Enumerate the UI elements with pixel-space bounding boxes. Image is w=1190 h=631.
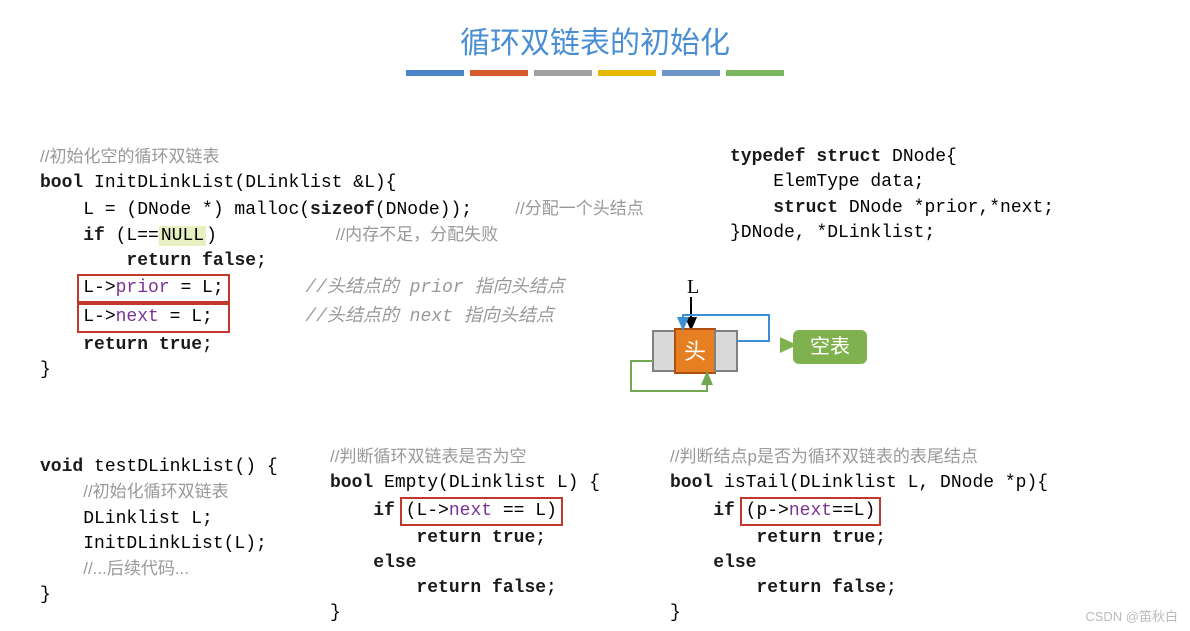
istail-l6: } — [670, 603, 681, 623]
init-l2c: (DNode)); — [375, 200, 515, 220]
istail-kw-else: else — [713, 553, 756, 573]
test-l4: InitDLinkList(L); — [40, 534, 267, 554]
empty-kw-rf: return false — [416, 578, 546, 598]
td-l3c: DNode *prior,*next; — [838, 198, 1054, 218]
test-kw-void: void — [40, 457, 83, 477]
bar-3 — [598, 70, 656, 76]
istail-kw-if: if — [713, 501, 735, 521]
td-l1b: DNode{ — [881, 147, 957, 167]
bar-5 — [726, 70, 784, 76]
test-l1b: testDLinkList() { — [83, 457, 277, 477]
test-l5cm: //...后续代码... — [83, 559, 189, 578]
empty-c0: //判断循环双链表是否为空 — [330, 447, 526, 466]
empty-l6: } — [330, 603, 341, 623]
empty-l3b: ; — [535, 528, 546, 548]
diagram-next-box — [715, 331, 737, 371]
diagram: L 头 空表 — [625, 275, 885, 405]
istail-redbox: (p->next==L) — [740, 497, 882, 526]
istail-kw-bool: bool — [670, 473, 713, 493]
istail-c0: //判断结点p是否为循环双链表的表尾结点 — [670, 447, 978, 466]
td-l3a — [730, 198, 773, 218]
init-l2a: L = (DNode *) malloc( — [40, 200, 310, 220]
istail-l1b: isTail(DLinklist L, DNode *p){ — [713, 473, 1048, 493]
init-redbox-prior: L->prior = L; — [77, 274, 229, 303]
code-typedef: typedef struct DNode{ ElemType data; str… — [730, 120, 1054, 246]
empty-kw-bool: bool — [330, 473, 373, 493]
init-l7a — [40, 335, 83, 355]
init-l1b: InitDLinkList(DLinklist &L){ — [83, 173, 396, 193]
callout-label: 空表 — [810, 335, 850, 358]
init-l4c: ; — [256, 251, 267, 271]
test-l2cm: //初始化循环双链表 — [83, 482, 228, 501]
title-underline-bars — [0, 70, 1190, 76]
bar-4 — [662, 70, 720, 76]
empty-kw-rt: return true — [416, 528, 535, 548]
bar-0 — [406, 70, 464, 76]
init-kw-bool: bool — [40, 173, 83, 193]
init-l5cm: //头结点的 prior 指向头结点 — [305, 278, 564, 298]
istail-kw-rf: return false — [756, 578, 886, 598]
init-kw-return-false: return false — [126, 251, 256, 271]
init-prop-prior: prior — [116, 278, 170, 298]
bar-2 — [534, 70, 592, 76]
page-title: 循环双链表的初始化 — [0, 0, 1190, 62]
td-kw-typedef: typedef struct — [730, 147, 881, 167]
init-l6cm: //头结点的 next 指向头结点 — [305, 307, 553, 327]
code-istail: //判断结点p是否为循环双链表的表尾结点 bool isTail(DLinkli… — [670, 420, 1048, 627]
init-l3cm: //内存不足，分配失败 — [336, 225, 498, 244]
bar-1 — [470, 70, 528, 76]
code-init: //初始化空的循环双链表 bool InitDLinkList(DLinklis… — [40, 120, 644, 383]
init-l8: } — [40, 360, 51, 380]
init-l3e: ) — [206, 226, 336, 246]
empty-l1b: Empty(DLinklist L) { — [373, 473, 600, 493]
watermark: CSDN @笛秋白 — [1085, 606, 1178, 625]
test-l6: } — [40, 585, 51, 605]
init-redbox-next: L->next = L; — [77, 303, 229, 332]
init-l2cm: //分配一个头结点 — [515, 199, 643, 218]
code-empty: //判断循环双链表是否为空 bool Empty(DLinklist L) { … — [330, 420, 600, 627]
empty-prop-next: next — [449, 501, 492, 521]
init-prop-next: next — [116, 307, 159, 327]
test-l3: DLinklist L; — [40, 509, 213, 529]
diagram-L-label: L — [687, 276, 699, 298]
empty-kw-else: else — [373, 553, 416, 573]
empty-kw-if: if — [373, 501, 395, 521]
code-test: void testDLinkList() { //初始化循环双链表 DLinkl… — [40, 430, 278, 608]
empty-l5b: ; — [546, 578, 557, 598]
istail-prop-next: next — [789, 501, 832, 521]
init-kw-if: if — [83, 226, 105, 246]
init-null: NULL — [159, 226, 206, 246]
istail-kw-rt: return true — [756, 528, 875, 548]
init-l3c: (L== — [105, 226, 159, 246]
td-kw-struct: struct — [773, 198, 838, 218]
empty-redbox: (L->next == L) — [400, 497, 563, 526]
init-kw-sizeof: sizeof — [310, 200, 375, 220]
init-kw-return-true: return true — [83, 335, 202, 355]
td-l4: }DNode, *DLinklist; — [730, 223, 935, 243]
diagram-head-label: 头 — [684, 339, 706, 364]
init-l3a — [40, 226, 83, 246]
diagram-svg: L 头 空表 — [625, 275, 885, 415]
td-l2: ElemType data; — [730, 172, 924, 192]
init-l4a — [40, 251, 126, 271]
init-l7c: ; — [202, 335, 213, 355]
init-comment-0: //初始化空的循环双链表 — [40, 147, 219, 166]
istail-l3b: ; — [875, 528, 886, 548]
diagram-prior-box — [653, 331, 675, 371]
istail-l5b: ; — [886, 578, 897, 598]
